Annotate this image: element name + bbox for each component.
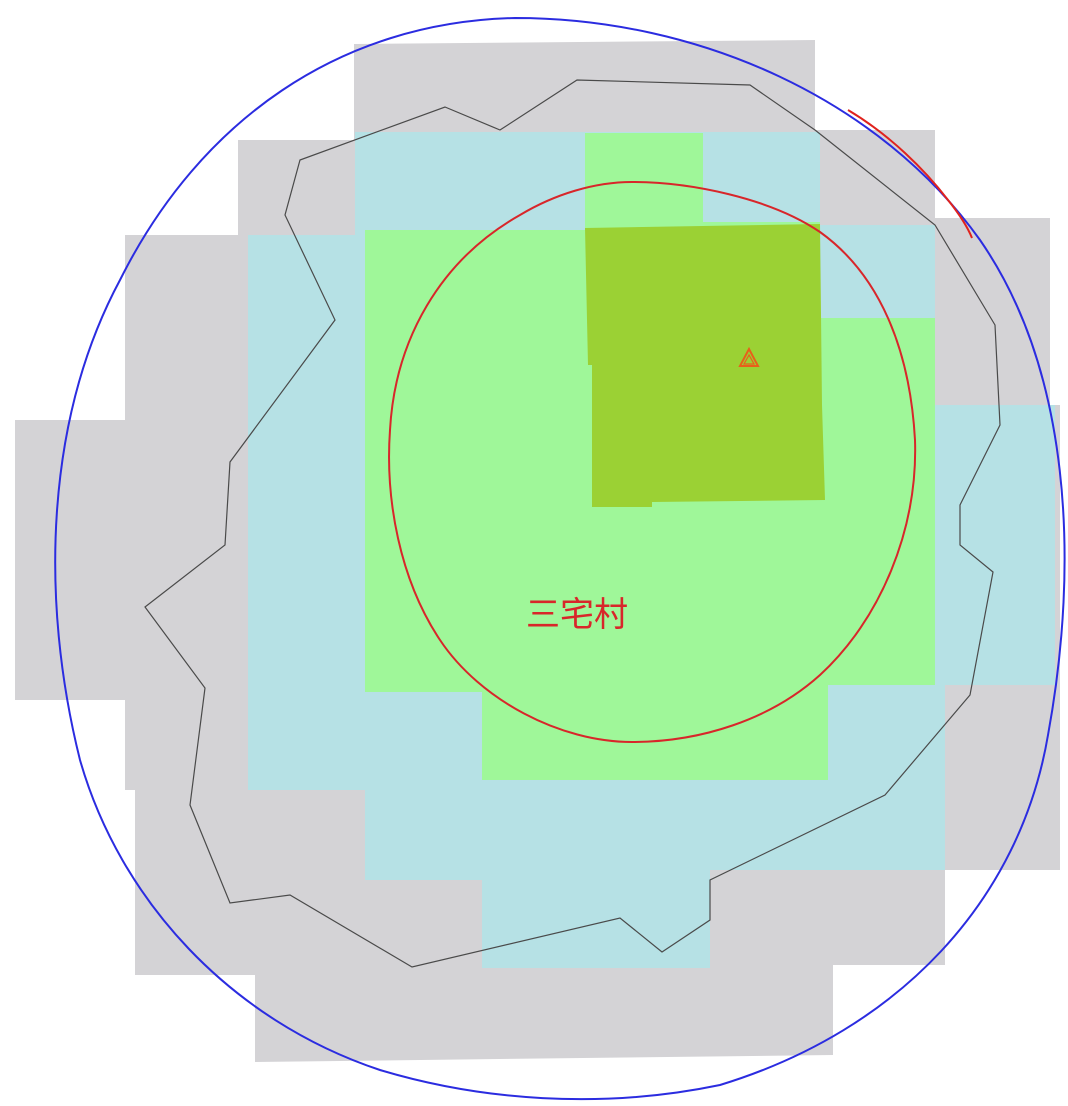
village-label: 三宅村 [526, 595, 628, 635]
dark-green-zone [585, 224, 825, 507]
dark-green-zone-area [585, 224, 825, 507]
outer-blue-boundary [54, 16, 1066, 1101]
grey-polygon-outline [144, 79, 1001, 968]
warning-triangle-icon[interactable] [738, 346, 760, 367]
inner-red-circle [388, 180, 917, 744]
outer-red-segment [847, 109, 973, 239]
